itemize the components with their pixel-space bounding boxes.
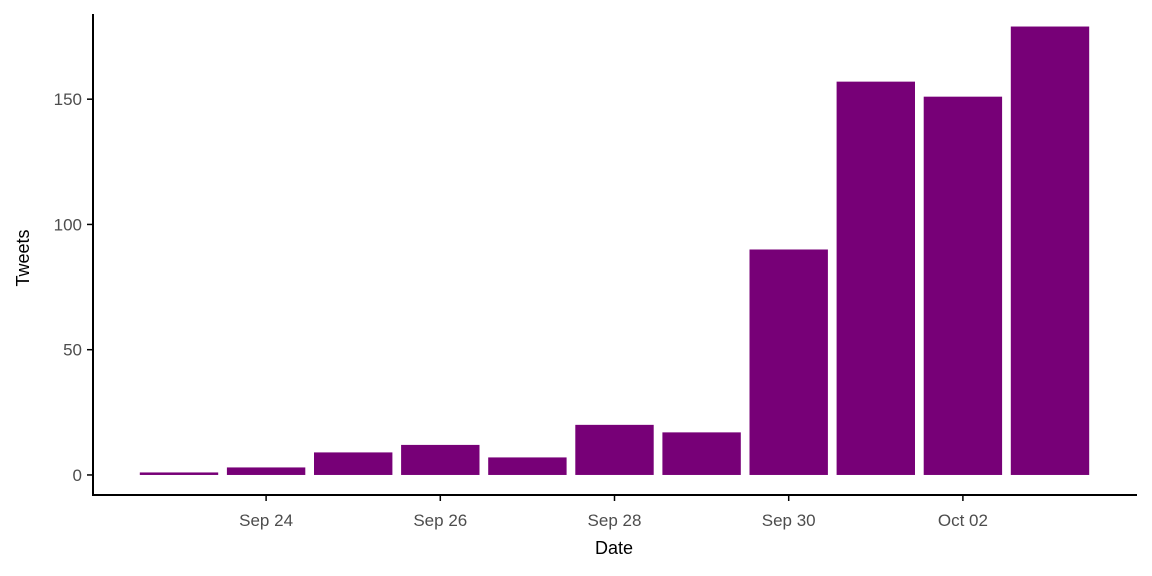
bar-sep-24: [226, 467, 306, 475]
bar-oct-02: [923, 96, 1003, 475]
bar-sep-23: [139, 472, 219, 475]
bar-sep-28: [575, 424, 654, 475]
bar-sep-26: [401, 444, 480, 475]
x-tick-label: Sep 24: [239, 511, 293, 530]
x-tick-label: Sep 28: [588, 511, 642, 530]
y-axis-title: Tweets: [13, 229, 33, 286]
bar-oct-03: [1010, 26, 1090, 475]
bar-sep-29: [662, 432, 741, 475]
y-tick-label: 0: [73, 466, 82, 485]
x-ticks-group: Sep 24 Sep 26 Sep 28 Sep 30 Oct 02: [239, 495, 988, 530]
bar-oct-01: [836, 81, 915, 475]
y-tick-label: 50: [63, 341, 82, 360]
y-tick-label: 150: [54, 90, 82, 109]
x-tick-label: Sep 26: [413, 511, 467, 530]
bars-group: [139, 26, 1090, 475]
y-tick-label: 100: [54, 215, 82, 234]
x-axis-title: Date: [595, 538, 633, 558]
y-ticks-group: 0 50 100 150: [54, 90, 93, 485]
x-tick-label: Oct 02: [938, 511, 988, 530]
x-tick-label: Sep 30: [762, 511, 816, 530]
bar-sep-25: [314, 452, 393, 475]
bar-sep-30: [749, 249, 828, 475]
bar-sep-27: [488, 457, 567, 475]
